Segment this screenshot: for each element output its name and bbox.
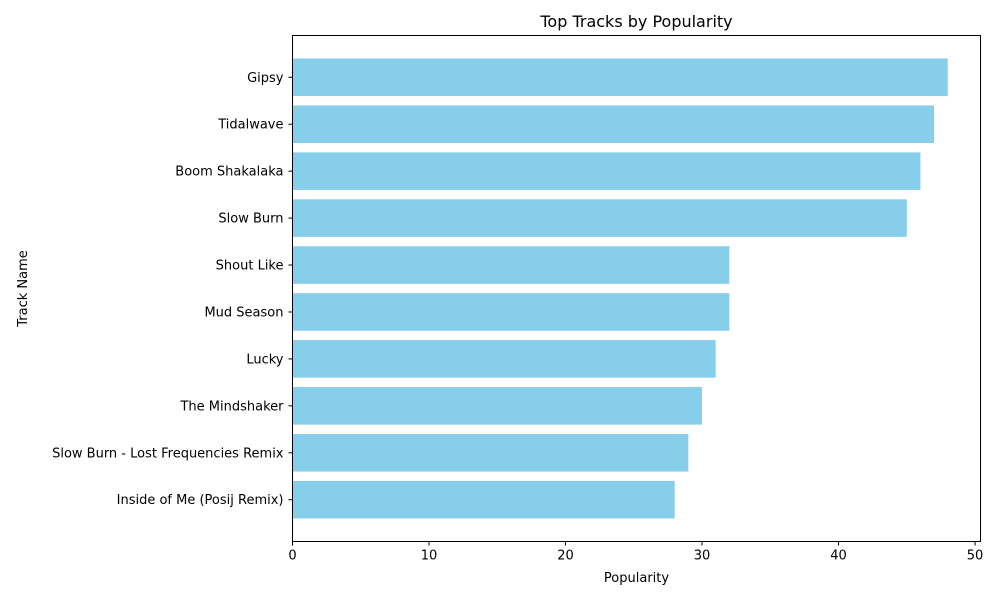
y-tick-label: Mud Season	[204, 305, 283, 320]
y-tick-label: Gipsy	[247, 71, 284, 86]
x-tick-label: 50	[967, 549, 984, 564]
x-axis-ticks: 0 10 20 30 40 50	[288, 541, 984, 564]
x-tick-label: 30	[694, 549, 711, 564]
y-tick-label: Inside of Me (Posij Remix)	[117, 493, 284, 508]
bar	[292, 199, 907, 237]
bar	[292, 152, 921, 190]
chart-title: Top Tracks by Popularity	[539, 12, 732, 31]
bar	[292, 340, 716, 378]
bar	[292, 293, 730, 331]
x-tick-label: 0	[288, 549, 296, 564]
x-tick-label: 20	[557, 549, 574, 564]
y-axis-ticks: Gipsy Tidalwave Boom Shakalaka Slow Burn Sho…	[52, 71, 293, 508]
bars-group	[292, 58, 948, 519]
y-tick-label: Slow Burn - Lost Frequencies Remix	[52, 446, 284, 461]
x-axis-label: Popularity	[604, 571, 669, 586]
bar	[292, 246, 730, 284]
x-tick-label: 10	[421, 549, 438, 564]
plot-frame	[292, 35, 981, 542]
bar	[292, 105, 935, 143]
y-axis-label: Track Name	[16, 250, 31, 328]
y-tick-label: Boom Shakalaka	[175, 165, 283, 180]
bar	[292, 58, 948, 97]
x-tick-label: 40	[830, 549, 847, 564]
y-tick-label: Tidalwave	[217, 118, 283, 133]
y-tick-label: Shout Like	[216, 259, 284, 274]
bar	[292, 434, 689, 472]
bar	[292, 480, 675, 519]
y-tick-label: Slow Burn	[218, 212, 283, 227]
y-tick-label: Lucky	[246, 352, 283, 367]
y-tick-label: The Mindshaker	[179, 399, 284, 414]
bar	[292, 387, 703, 425]
